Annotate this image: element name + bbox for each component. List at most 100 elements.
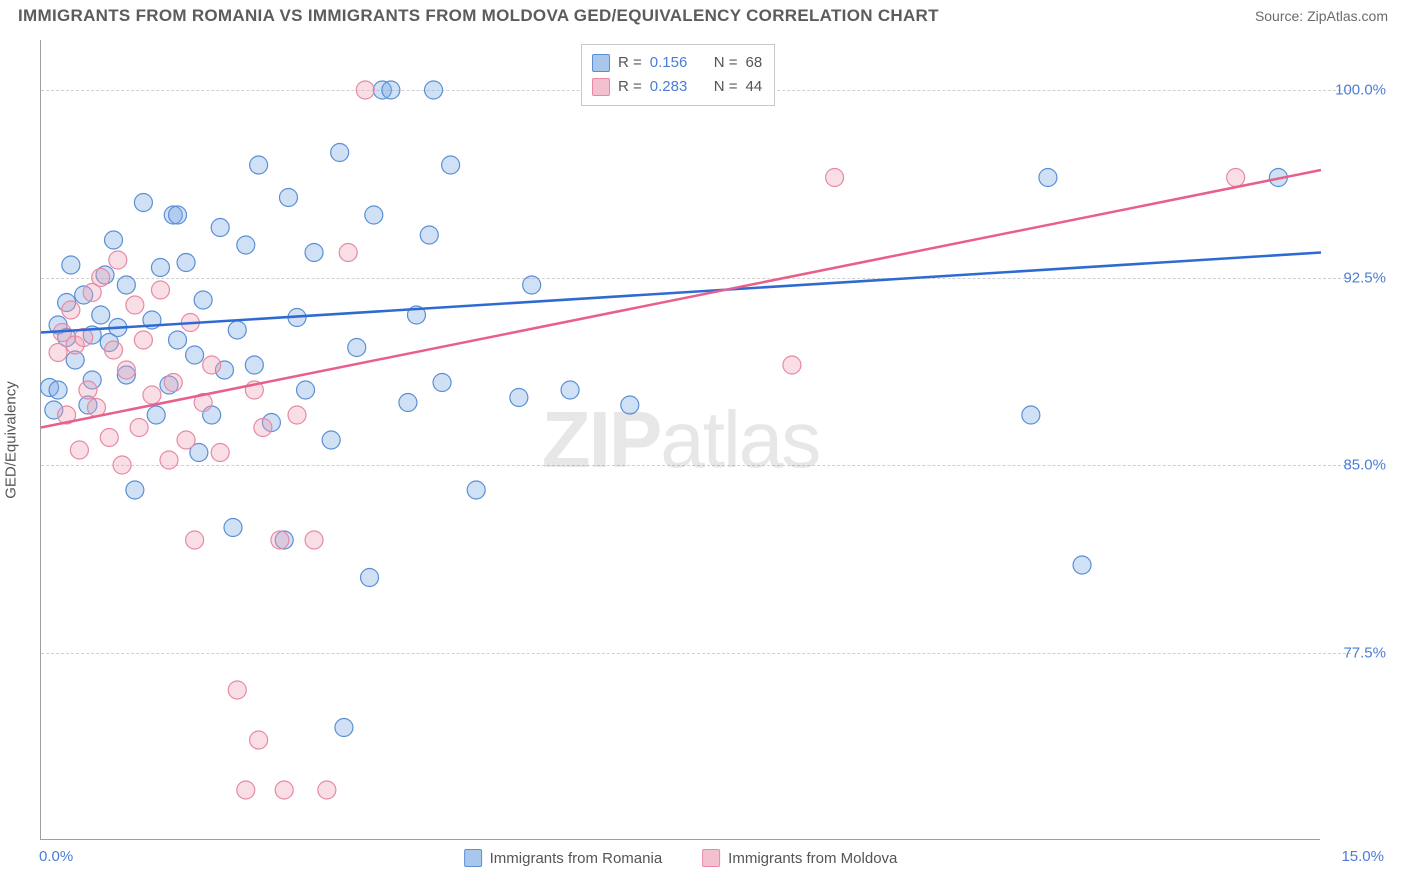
scatter-point	[510, 389, 528, 407]
stats-row: R =0.283N =44	[592, 75, 762, 99]
scatter-point	[561, 381, 579, 399]
scatter-point	[113, 456, 131, 474]
scatter-point	[318, 781, 336, 799]
scatter-point	[126, 481, 144, 499]
scatter-point	[211, 444, 229, 462]
y-tick-label: 85.0%	[1324, 457, 1386, 474]
scatter-point	[49, 381, 67, 399]
scatter-point	[305, 244, 323, 262]
scatter-point	[105, 341, 123, 359]
scatter-point	[203, 356, 221, 374]
scatter-point	[783, 356, 801, 374]
plot-wrap: GED/Equivalency 77.5%85.0%92.5%100.0% 0.…	[40, 40, 1386, 840]
scatter-point	[348, 339, 366, 357]
scatter-point	[425, 81, 443, 99]
scatter-point	[177, 254, 195, 272]
scatter-point	[1227, 169, 1245, 187]
scatter-point	[117, 361, 135, 379]
trend-line	[41, 253, 1321, 333]
scatter-point	[250, 731, 268, 749]
scatter-point	[186, 531, 204, 549]
y-axis-label: GED/Equivalency	[3, 381, 20, 499]
scatter-point	[147, 406, 165, 424]
legend-swatch	[702, 849, 720, 867]
trend-line	[41, 170, 1321, 428]
legend-label: Immigrants from Romania	[490, 850, 663, 867]
chart-svg	[41, 40, 1321, 840]
scatter-point	[297, 381, 315, 399]
scatter-point	[1073, 556, 1091, 574]
scatter-point	[211, 219, 229, 237]
scatter-point	[356, 81, 374, 99]
legend-swatch	[592, 54, 610, 72]
scatter-point	[126, 296, 144, 314]
scatter-point	[177, 431, 195, 449]
scatter-point	[105, 231, 123, 249]
scatter-point	[245, 356, 263, 374]
stat-n-value: 68	[746, 51, 763, 75]
scatter-point	[194, 291, 212, 309]
scatter-point	[305, 531, 323, 549]
scatter-point	[164, 374, 182, 392]
y-tick-label: 100.0%	[1324, 82, 1386, 99]
scatter-point	[1039, 169, 1057, 187]
scatter-point	[621, 396, 639, 414]
scatter-point	[382, 81, 400, 99]
scatter-point	[143, 386, 161, 404]
scatter-point	[288, 406, 306, 424]
scatter-point	[62, 256, 80, 274]
stats-box: R =0.156N =68R =0.283N =44	[581, 44, 775, 106]
header-row: IMMIGRANTS FROM ROMANIA VS IMMIGRANTS FR…	[0, 0, 1406, 30]
x-tick-max: 15.0%	[1341, 848, 1384, 865]
bottom-legend: Immigrants from Romania Immigrants from M…	[464, 849, 898, 867]
scatter-point	[322, 431, 340, 449]
scatter-point	[339, 244, 357, 262]
stat-n-label: N =	[714, 75, 738, 99]
scatter-point	[523, 276, 541, 294]
scatter-point	[92, 306, 110, 324]
scatter-point	[271, 531, 289, 549]
scatter-point	[433, 374, 451, 392]
scatter-point	[130, 419, 148, 437]
scatter-point	[365, 206, 383, 224]
legend-label: Immigrants from Moldova	[728, 850, 897, 867]
stat-r-label: R =	[618, 75, 642, 99]
scatter-point	[237, 781, 255, 799]
y-tick-label: 92.5%	[1324, 269, 1386, 286]
scatter-point	[79, 381, 97, 399]
scatter-point	[169, 331, 187, 349]
scatter-point	[826, 169, 844, 187]
scatter-point	[237, 236, 255, 254]
scatter-point	[228, 681, 246, 699]
scatter-point	[254, 419, 272, 437]
legend-swatch	[592, 78, 610, 96]
scatter-point	[442, 156, 460, 174]
scatter-point	[151, 281, 169, 299]
scatter-point	[49, 344, 67, 362]
scatter-point	[151, 259, 169, 277]
chart-title: IMMIGRANTS FROM ROMANIA VS IMMIGRANTS FR…	[18, 6, 939, 26]
scatter-point	[279, 189, 297, 207]
stats-row: R =0.156N =68	[592, 51, 762, 75]
scatter-point	[109, 251, 127, 269]
source-label: Source: ZipAtlas.com	[1255, 8, 1388, 24]
scatter-point	[134, 194, 152, 212]
scatter-point	[169, 206, 187, 224]
scatter-point	[186, 346, 204, 364]
scatter-point	[62, 301, 80, 319]
scatter-point	[117, 276, 135, 294]
scatter-point	[467, 481, 485, 499]
scatter-point	[70, 441, 88, 459]
scatter-point	[92, 269, 110, 287]
legend-item: Immigrants from Moldova	[702, 849, 897, 867]
scatter-point	[160, 451, 178, 469]
scatter-point	[1022, 406, 1040, 424]
stat-r-value: 0.283	[650, 75, 698, 99]
x-tick-min: 0.0%	[39, 848, 73, 865]
scatter-point	[224, 519, 242, 537]
scatter-point	[335, 719, 353, 737]
scatter-point	[331, 144, 349, 162]
scatter-point	[228, 321, 246, 339]
stat-r-value: 0.156	[650, 51, 698, 75]
scatter-point	[100, 429, 118, 447]
